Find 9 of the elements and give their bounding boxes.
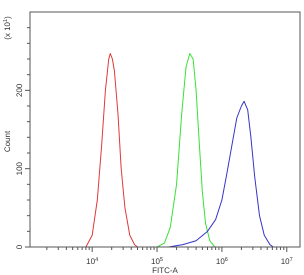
y-tick-label: 200 — [15, 83, 24, 98]
y-axis-title: Count — [3, 130, 12, 152]
x-tick-label: 10$^{6}$ — [216, 257, 228, 266]
x-axis-title: FITC-A — [152, 266, 179, 275]
y-tick-label: 100 — [15, 161, 24, 176]
x-tick-label: 10$^{4}$ — [86, 257, 98, 266]
y-tick-label: 0 — [15, 244, 24, 250]
x-tick-label: 10$^{7}$ — [280, 257, 293, 266]
x-tick-label: 10$^{5}$ — [151, 257, 164, 266]
